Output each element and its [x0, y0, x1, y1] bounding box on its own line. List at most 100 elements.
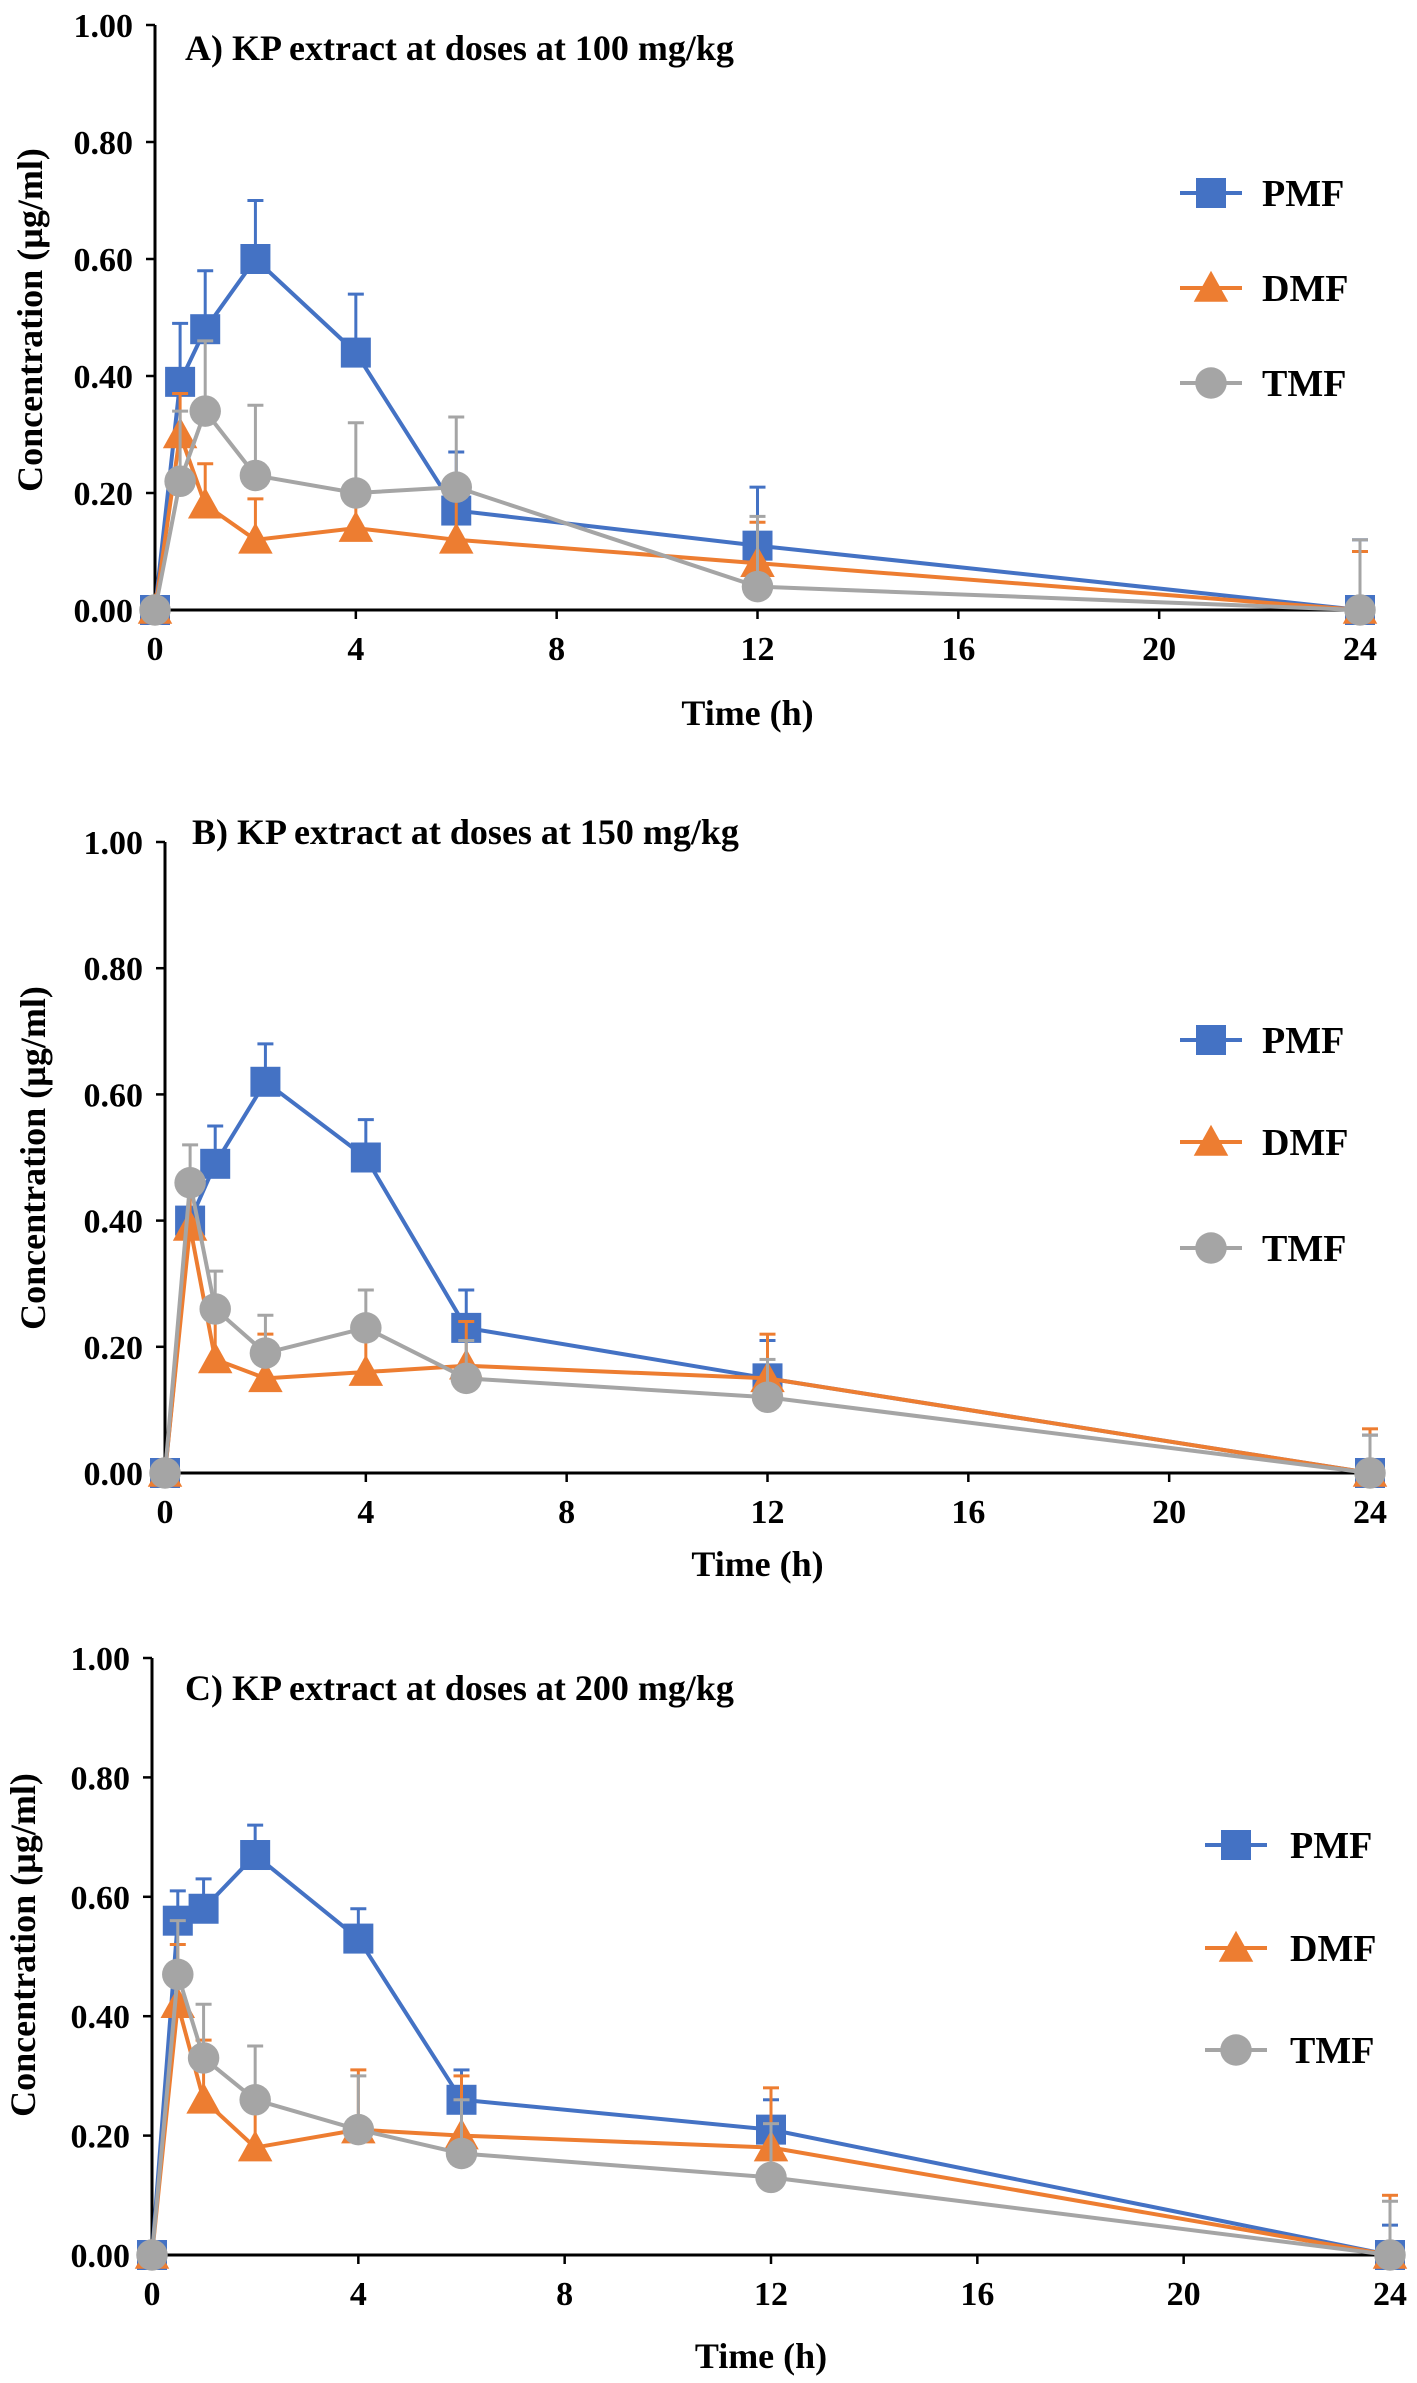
series-line-tmf — [163, 1182, 1371, 1475]
x-tick-label: 24 — [1353, 1494, 1387, 1531]
y-tick-label: 0.80 — [84, 951, 144, 988]
legend-label-tmf: TMF — [1262, 1228, 1346, 1270]
data-point-tmf — [136, 2239, 168, 2271]
data-point-dmf — [439, 522, 474, 554]
data-point-dmf — [197, 1342, 233, 1374]
y-tick-label: 0.80 — [71, 1760, 131, 1797]
y-tick-label: 0.40 — [84, 1204, 144, 1241]
data-point-tmf — [139, 594, 171, 626]
x-tick-label: 12 — [754, 2276, 788, 2313]
data-point-dmf — [186, 2082, 221, 2114]
y-tick-label: 0.60 — [74, 242, 134, 279]
x-tick-label: 0 — [157, 1494, 174, 1531]
data-point-pmf — [165, 366, 196, 397]
y-tick-label: 1.00 — [74, 8, 134, 45]
x-axis-title: Time (h) — [681, 693, 813, 733]
data-point-tmf — [149, 1457, 181, 1489]
legend-marker-tmf — [1220, 2034, 1252, 2066]
chart-panel-1: 0.00 0.20 0.40 0.60 0.80 1.00 0 4 8 12 16 20 24 B) KP… — [13, 812, 1388, 1584]
x-tick-label: 0 — [147, 631, 164, 668]
data-point-dmf — [238, 522, 273, 554]
data-point-pmf — [200, 1148, 231, 1179]
data-point-tmf — [440, 471, 472, 503]
legend-label-dmf: DMF — [1290, 1928, 1377, 1970]
y-tick-label: 0.60 — [84, 1077, 144, 1114]
data-point-tmf — [445, 2137, 478, 2170]
x-tick-label: 4 — [357, 1494, 374, 1531]
data-point-tmf — [450, 1362, 482, 1395]
legend-marker-dmf — [1218, 1930, 1254, 1962]
data-point-tmf — [199, 1293, 231, 1325]
series-line-pmf — [150, 1852, 1391, 2257]
legend-label-pmf: PMF — [1262, 1020, 1344, 1062]
y-tick-label: 0.20 — [84, 1330, 144, 1367]
x-tick-label: 8 — [556, 2276, 573, 2313]
legend-marker-dmf — [1193, 270, 1229, 302]
data-point-tmf — [189, 395, 221, 427]
x-tick-label: 8 — [558, 1494, 575, 1531]
series-line-dmf — [163, 1226, 1371, 1475]
chart-title: A) KP extract at doses at 100 mg/kg — [185, 28, 734, 68]
y-tick-label: 0.60 — [71, 1880, 131, 1917]
series-tmf — [136, 1919, 1406, 2271]
data-point-pmf — [240, 244, 271, 274]
data-point-tmf — [239, 2084, 271, 2116]
chart-title: C) KP extract at doses at 200 mg/kg — [185, 1668, 734, 1708]
data-point-tmf — [751, 1381, 784, 1414]
chart-title: B) KP extract at doses at 150 mg/kg — [192, 812, 739, 852]
series-tmf — [149, 1143, 1386, 1489]
legend-marker-tmf — [1195, 1232, 1227, 1264]
x-axis-title: Time (h) — [691, 1544, 823, 1584]
chart-panel-0: 0.00 0.20 0.40 0.60 0.80 1.00 0 4 8 12 16 20 24 A) KP… — [10, 8, 1378, 733]
data-point-pmf — [188, 1893, 219, 1924]
x-tick-label: 20 — [1142, 631, 1176, 668]
legend-label-dmf: DMF — [1262, 268, 1349, 310]
x-tick-label: 4 — [350, 2276, 367, 2313]
data-point-tmf — [342, 2113, 375, 2146]
y-tick-label: 0.00 — [84, 1456, 144, 1493]
x-tick-label: 20 — [1167, 2276, 1201, 2313]
y-tick-label: 0.40 — [74, 359, 134, 396]
data-point-dmf — [237, 2130, 273, 2162]
data-point-tmf — [239, 459, 272, 492]
legend-marker-pmf — [1196, 1025, 1226, 1055]
y-tick-label: 0.00 — [71, 2238, 131, 2275]
y-tick-label: 0.40 — [71, 1999, 131, 2036]
y-tick-label: 0.20 — [74, 476, 134, 513]
legend-label-tmf: TMF — [1290, 2030, 1374, 2072]
x-tick-label: 8 — [548, 631, 565, 668]
data-point-pmf — [343, 1923, 374, 1954]
y-axis-title: Concentration (µg/ml) — [10, 148, 50, 492]
legend-label-pmf: PMF — [1262, 173, 1344, 215]
data-point-pmf — [190, 314, 221, 345]
x-tick-label: 12 — [751, 1494, 785, 1531]
x-tick-label: 24 — [1343, 631, 1377, 668]
data-point-pmf — [240, 1840, 271, 1871]
legend-marker-pmf — [1221, 1830, 1251, 1860]
x-tick-label: 16 — [941, 631, 975, 668]
data-point-tmf — [162, 1958, 194, 1991]
series-tmf — [139, 339, 1376, 626]
y-tick-label: 0.80 — [74, 125, 134, 162]
data-point-tmf — [249, 1337, 282, 1369]
data-point-tmf — [164, 465, 196, 498]
data-point-tmf — [1354, 1457, 1386, 1489]
y-axis-title: Concentration (µg/ml) — [13, 986, 53, 1330]
data-point-pmf — [350, 1142, 381, 1173]
data-point-dmf — [160, 1987, 196, 2019]
legend-label-dmf: DMF — [1262, 1122, 1349, 1164]
legend-marker-pmf — [1196, 178, 1226, 208]
y-tick-label: 0.20 — [71, 2119, 131, 2156]
x-tick-label: 16 — [960, 2276, 994, 2313]
series-pmf — [137, 1823, 1405, 2270]
data-point-dmf — [248, 1361, 283, 1393]
data-point-tmf — [741, 570, 774, 603]
legend-marker-dmf — [1193, 1124, 1229, 1156]
data-point-tmf — [340, 477, 372, 509]
series-line-dmf — [150, 2003, 1391, 2257]
data-point-dmf — [348, 1354, 384, 1386]
data-point-pmf — [340, 337, 371, 368]
x-tick-label: 24 — [1373, 2276, 1407, 2313]
data-point-tmf — [1374, 2239, 1406, 2271]
